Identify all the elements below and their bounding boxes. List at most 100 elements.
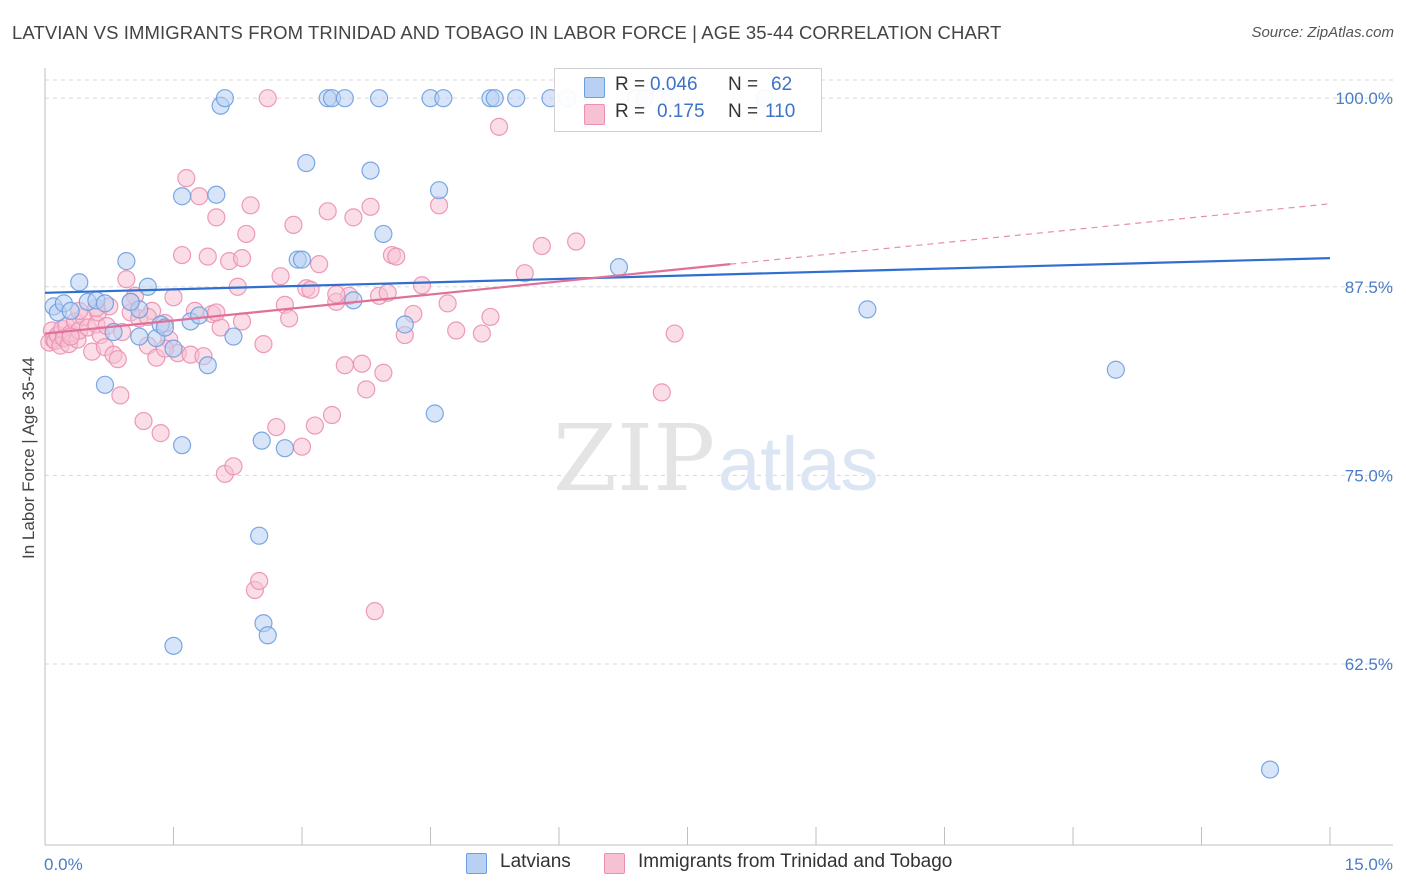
immigrant-point: [232, 249, 252, 268]
latvian-point: [361, 161, 380, 180]
legend-stats: R = 0.046 N = 62 R = 0.175 N = 110: [554, 68, 822, 132]
latvian-point: [374, 224, 393, 244]
immigrant-point: [224, 457, 243, 476]
immigrant-point: [271, 267, 290, 286]
latvian-point: [190, 306, 209, 325]
immigrant-point: [365, 602, 384, 621]
immigrant-point: [254, 334, 273, 354]
immigrant-point: [151, 424, 170, 443]
immigrant-point: [361, 197, 380, 216]
immigrant-point: [481, 307, 500, 327]
latvian-point: [370, 89, 389, 108]
latvian-point: [344, 291, 363, 310]
immigrant-point: [207, 208, 226, 227]
immigrant-point: [352, 354, 372, 373]
immigrant-point: [207, 303, 226, 322]
latvian-point: [507, 89, 526, 108]
immigrant-point: [117, 270, 136, 289]
legend-r-value: 0.046: [650, 74, 698, 95]
grid-layer: [45, 79, 1393, 665]
latvian-point: [95, 375, 115, 394]
latvian-point: [164, 636, 183, 655]
latvian-point: [198, 356, 217, 375]
latvian-point: [429, 181, 449, 200]
x-tick-label: 15.0%: [1345, 855, 1393, 874]
source-label: Source: ZipAtlas.com: [1251, 24, 1394, 41]
watermark: ZIP atlas: [553, 405, 879, 512]
legend-swatch-blue: [466, 853, 487, 874]
immigrant-point: [305, 416, 324, 435]
immigrant-point: [322, 405, 342, 425]
immigrant-point: [250, 571, 269, 591]
latvian-point: [1106, 360, 1125, 379]
axis-layer: [44, 68, 1393, 846]
immigrant-point: [327, 285, 346, 304]
immigrant-point: [429, 196, 449, 215]
latvian-point: [164, 339, 183, 358]
immigrant-point: [310, 255, 329, 274]
latvian-point: [130, 327, 149, 346]
immigrant-point: [532, 236, 551, 256]
immigrant-point: [515, 264, 534, 283]
immigrant-point: [237, 224, 256, 244]
immigrant-point: [374, 363, 393, 382]
immigrant-point: [134, 411, 153, 431]
immigrants-trend-extension: [730, 203, 1331, 265]
latvian-point: [121, 292, 140, 311]
immigrant-point: [111, 386, 130, 405]
latvian-point: [434, 89, 453, 108]
immigrant-point: [344, 208, 363, 227]
immigrant-point: [387, 247, 406, 266]
y-tick-label: 75.0%: [1345, 466, 1393, 485]
latvians-trend-line: [44, 257, 1331, 294]
immigrant-point: [412, 276, 432, 295]
immigrant-point: [447, 321, 466, 340]
legend-swatch-pink: [604, 853, 625, 874]
immigrant-point: [190, 187, 209, 206]
tick-labels: 62.5% 75.0% 87.5% 100.0% 0.0% 15.0%: [44, 89, 1393, 874]
latvian-point: [485, 89, 504, 108]
latvian-point: [858, 300, 877, 319]
legend-label-latvians: Latvians: [500, 851, 571, 872]
latvian-point: [138, 277, 157, 296]
latvian-point: [250, 526, 269, 545]
legend-swatch-pink: [584, 104, 605, 125]
immigrant-point: [198, 247, 217, 266]
latvian-point: [117, 252, 136, 271]
trend-lines: [44, 203, 1331, 335]
legend-n-label: N =: [728, 74, 759, 95]
latvian-point: [155, 318, 175, 337]
chart-title: LATVIAN VS IMMIGRANTS FROM TRINIDAD AND …: [12, 22, 1002, 43]
latvian-point: [95, 294, 115, 313]
immigrant-point: [567, 232, 586, 251]
latvian-point: [172, 187, 192, 206]
immigrant-point: [258, 89, 277, 108]
legend-swatch-blue: [584, 77, 605, 98]
watermark-atlas: atlas: [718, 422, 879, 507]
immigrant-point: [357, 380, 376, 399]
legend-row-latvians: R = 0.046 N = 62: [555, 74, 821, 100]
latvian-point: [609, 258, 629, 277]
legend-row-immigrants: R = 0.175 N = 110: [555, 101, 821, 127]
legend-n-value: 62: [771, 74, 793, 95]
latvian-point: [275, 439, 294, 458]
legend-r-label: R =: [615, 101, 646, 122]
latvian-point: [425, 404, 444, 423]
latvian-point: [335, 89, 354, 108]
latvian-point: [61, 301, 80, 321]
y-tick-label: 62.5%: [1345, 655, 1393, 674]
latvian-point: [252, 431, 271, 450]
watermark-zip: ZIP: [553, 405, 715, 512]
immigrant-point: [232, 312, 252, 331]
immigrant-point: [318, 202, 337, 221]
legend-series: Latvians Immigrants from Trinidad and To…: [0, 850, 1406, 880]
immigrant-point: [489, 117, 509, 136]
immigrant-point: [284, 215, 303, 235]
immigrant-point: [267, 417, 286, 437]
legend-r-value: 0.175: [657, 101, 705, 122]
immigrant-point: [172, 245, 192, 265]
y-axis-label: In Labor Force | Age 35-44: [19, 357, 38, 559]
immigrant-point: [301, 280, 320, 299]
y-tick-label: 87.5%: [1345, 278, 1393, 297]
